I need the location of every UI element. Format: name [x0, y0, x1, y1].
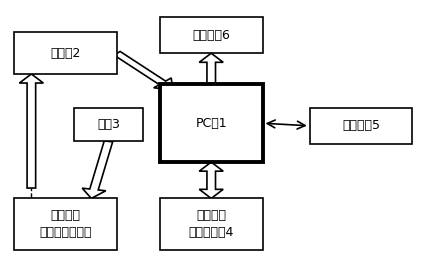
Polygon shape — [114, 51, 172, 90]
Text: 存储设备5: 存储设备5 — [341, 119, 379, 132]
Text: 摄像头2: 摄像头2 — [50, 47, 80, 60]
Text: 光源3: 光源3 — [97, 118, 120, 131]
Polygon shape — [82, 141, 112, 198]
Polygon shape — [19, 74, 43, 188]
Text: PC机1: PC机1 — [195, 117, 227, 130]
Text: 输出显示6: 输出显示6 — [192, 29, 230, 42]
Bar — [14, 198, 117, 250]
Text: 待检测的
多个指针式仪表: 待检测的 多个指针式仪表 — [39, 209, 92, 239]
Bar — [160, 198, 262, 250]
Text: 图像处理
与识别系统4: 图像处理 与识别系统4 — [188, 209, 233, 239]
Bar — [160, 17, 262, 53]
Bar — [74, 108, 142, 141]
Bar — [160, 84, 262, 162]
Polygon shape — [199, 53, 223, 84]
Bar — [14, 32, 117, 74]
Bar — [309, 108, 412, 144]
Polygon shape — [199, 162, 223, 198]
